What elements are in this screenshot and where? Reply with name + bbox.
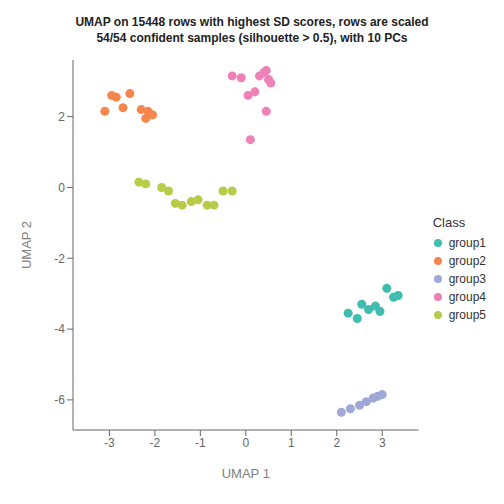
html-text:group2: group2 (448, 253, 486, 268)
svg-text:UMAP 2: UMAP 2 (19, 221, 34, 269)
svg-text:-3: -3 (104, 436, 115, 450)
svg-text:2: 2 (58, 110, 65, 124)
html-text:group5: group5 (448, 307, 486, 322)
html-text:group3: group3 (448, 271, 486, 286)
html-text:group1: group1 (448, 235, 486, 250)
svg-text:-6: -6 (54, 393, 65, 407)
svg-text:-4: -4 (54, 322, 65, 336)
html-text:54/54 confident samples (silho: 54/54 confident samples (silhouette > 0.… (96, 31, 408, 45)
html-text:UMAP on 15448 rows with highes: UMAP on 15448 rows with highest SD score… (75, 15, 429, 29)
html-text:group4: group4 (448, 289, 486, 304)
svg-text:2: 2 (333, 436, 340, 450)
html-text:Class: Class (432, 214, 466, 230)
svg-text:1: 1 (288, 436, 295, 450)
svg-text:0: 0 (58, 181, 65, 195)
svg-text:-2: -2 (150, 436, 161, 450)
svg-text:-1: -1 (195, 436, 206, 450)
svg-text:3: 3 (379, 436, 386, 450)
svg-text:UMAP 1: UMAP 1 (222, 466, 270, 481)
svg-text:0: 0 (242, 436, 249, 450)
svg-text:-2: -2 (54, 252, 65, 266)
